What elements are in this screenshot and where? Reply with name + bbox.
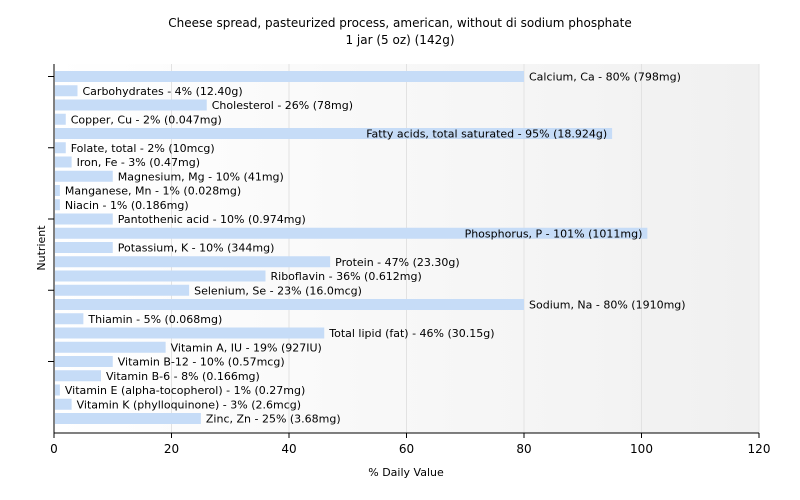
bar-label-22: Vitamin E (alpha-tocopherol) - 1% (0.27m…	[65, 384, 305, 397]
x-tick-label-20: 20	[164, 442, 179, 456]
bar-label-3: Copper, Cu - 2% (0.047mg)	[71, 113, 222, 126]
bar-17	[55, 313, 84, 325]
bar-label-19: Vitamin A, IU - 19% (927IU)	[171, 341, 322, 354]
bar-label-13: Protein - 47% (23.30g)	[335, 256, 460, 269]
y-axis-label: Nutrient	[35, 225, 48, 271]
bar-12	[55, 242, 113, 253]
bar-label-16: Sodium, Na - 80% (1910mg)	[529, 299, 686, 312]
bar-label-20: Vitamin B-12 - 10% (0.57mcg)	[118, 356, 285, 369]
bar-label-18: Total lipid (fat) - 46% (30.15g)	[328, 327, 494, 340]
bar-label-7: Magnesium, Mg - 10% (41mg)	[118, 170, 284, 183]
bar-16	[55, 299, 524, 310]
bar-label-8: Manganese, Mn - 1% (0.028mg)	[65, 185, 241, 198]
bar-13	[55, 256, 331, 268]
x-tick-label-40: 40	[281, 442, 296, 456]
x-tick-label-100: 100	[630, 442, 653, 456]
x-tick-label-120: 120	[748, 442, 771, 456]
bar-label-17: Thiamin - 5% (0.068mg)	[87, 313, 222, 326]
bar-label-4: Fatty acids, total saturated - 95% (18.9…	[366, 128, 607, 141]
x-tick-label-60: 60	[399, 442, 414, 456]
bar-label-10: Pantothenic acid - 10% (0.974mg)	[118, 213, 306, 226]
bar-1	[55, 85, 78, 97]
bar-label-12: Potassium, K - 10% (344mg)	[118, 242, 275, 255]
bar-11	[55, 227, 648, 239]
x-tick-label-80: 80	[516, 442, 531, 456]
bar-20	[55, 356, 113, 367]
bar-label-9: Niacin - 1% (0.186mg)	[65, 199, 189, 212]
bar-15	[55, 284, 190, 296]
grid	[171, 64, 760, 433]
bar-label-11: Phosphorus, P - 101% (1011mg)	[465, 227, 643, 240]
bar-10	[55, 213, 113, 225]
axes: 0 20 40 60 80 100 120	[48, 64, 770, 456]
bar-24	[55, 413, 201, 424]
bar-22	[55, 384, 60, 396]
bar-14	[55, 270, 266, 282]
bar-label-24: Zinc, Zn - 25% (3.68mg)	[206, 413, 341, 426]
x-tick-label-0: 0	[50, 442, 58, 456]
bar-label-5: Folate, total - 2% (10mcg)	[71, 142, 215, 155]
bar-label-2: Cholesterol - 26% (78mg)	[212, 99, 353, 112]
chart-subtitle: 1 jar (5 oz) (142g)	[345, 33, 454, 47]
bar-3	[55, 113, 66, 125]
bars: Calcium, Ca - 80% (798mg) Carbohydrates -…	[55, 71, 686, 426]
bar-label-1: Carbohydrates - 4% (12.40g)	[83, 85, 243, 98]
bar-label-21: Vitamin B-6 - 8% (0.166mg)	[106, 370, 260, 383]
bar-4	[55, 128, 613, 139]
bar-label-6: Iron, Fe - 3% (0.47mg)	[77, 156, 200, 169]
bar-label-14: Riboflavin - 36% (0.612mg)	[271, 270, 422, 283]
bar-label-0: Calcium, Ca - 80% (798mg)	[529, 71, 681, 84]
bar-7	[55, 170, 113, 182]
bar-5	[55, 142, 66, 154]
bar-6	[55, 156, 72, 168]
bar-label-23: Vitamin K (phylloquinone) - 3% (2.6mcg)	[77, 398, 301, 411]
bar-19	[55, 341, 166, 353]
bar-21	[55, 370, 101, 382]
bar-18	[55, 327, 325, 339]
bar-23	[55, 398, 72, 410]
bar-0	[55, 71, 524, 82]
x-axis-label: % Daily Value	[368, 466, 444, 479]
bar-9	[55, 199, 60, 211]
bar-label-15: Selenium, Se - 23% (16.0mcg)	[194, 284, 362, 297]
chart-title: Cheese spread, pasteurized process, amer…	[168, 16, 631, 30]
bar-8	[55, 185, 60, 196]
bar-2	[55, 99, 207, 111]
